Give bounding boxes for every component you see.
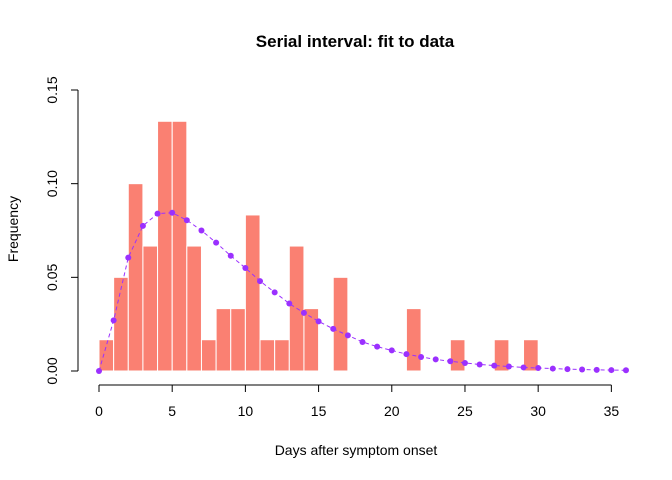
x-tick-label: 30 <box>530 403 546 419</box>
fitted-curve-point <box>315 318 322 325</box>
y-tick-label: 0.10 <box>44 170 60 197</box>
histogram-bar <box>127 183 144 372</box>
histogram-bar <box>113 276 129 372</box>
fitted-curve-point <box>549 365 556 372</box>
histogram-bar <box>230 308 246 372</box>
fitted-curve-point <box>359 338 366 345</box>
fitted-curve-point <box>579 366 586 373</box>
fitted-curve-point <box>198 227 205 234</box>
fitted-curve-point <box>535 365 542 372</box>
histogram-bar <box>523 339 539 372</box>
histogram-bar <box>405 308 422 372</box>
histogram-bar <box>303 308 320 372</box>
histogram-bar <box>171 120 188 372</box>
fitted-curve-point <box>447 358 454 365</box>
x-tick-label: 0 <box>95 403 103 419</box>
fitted-curve-point <box>491 362 498 369</box>
fitted-curve-point <box>388 347 395 354</box>
fitted-curve-point <box>374 343 381 350</box>
fitted-curve-point <box>96 368 102 374</box>
histogram-bar <box>259 339 276 372</box>
y-tick-label: 0.15 <box>44 76 60 103</box>
y-axis: 0.00 0.05 0.10 0.15 <box>44 76 79 385</box>
fitted-curve-point <box>608 367 615 374</box>
histogram-bar <box>157 120 173 372</box>
histogram-bar <box>186 245 202 372</box>
histogram-bar <box>332 276 349 372</box>
histogram-bar <box>274 339 290 372</box>
y-axis-label: Frequency <box>5 196 21 262</box>
fitted-curve <box>96 209 629 374</box>
histogram-bar <box>142 245 159 372</box>
fitted-curve-point <box>300 309 307 316</box>
fitted-curve-point <box>418 353 425 360</box>
histogram-bar <box>98 339 115 372</box>
fitted-curve-point <box>213 239 220 246</box>
x-tick-label: 5 <box>168 403 176 419</box>
fitted-curve-point <box>564 366 571 373</box>
histogram-bar <box>493 339 510 372</box>
fitted-curve-point <box>169 209 176 216</box>
fitted-curve-point <box>154 210 161 217</box>
fitted-curve-point <box>344 332 351 339</box>
fitted-curve-point <box>286 300 293 307</box>
x-axis: 0 5 10 15 20 25 30 35 <box>95 384 620 419</box>
fitted-curve-point <box>139 222 146 229</box>
fitted-curve-point <box>403 351 410 358</box>
fitted-curve-point <box>461 359 468 366</box>
fitted-curve-point <box>593 366 600 373</box>
fitted-curve-point <box>183 217 190 224</box>
chart-title: Serial interval: fit to data <box>256 32 455 51</box>
fitted-curve-point <box>271 289 278 296</box>
histogram-bar <box>449 339 466 372</box>
fitted-curve-point <box>432 356 439 363</box>
histogram-bars <box>98 120 539 372</box>
y-tick-label: 0.05 <box>44 263 60 290</box>
y-tick-label: 0.00 <box>44 357 60 384</box>
x-tick-label: 10 <box>238 403 254 419</box>
fitted-curve-point <box>242 264 249 271</box>
fitted-curve-point <box>110 317 117 324</box>
histogram-bar <box>200 339 217 372</box>
x-axis-label: Days after symptom onset <box>275 442 438 458</box>
x-tick-label: 20 <box>384 403 400 419</box>
fitted-curve-point <box>520 364 527 371</box>
x-tick-label: 35 <box>604 403 620 419</box>
histogram-bar <box>244 214 261 372</box>
fitted-curve-point <box>505 363 512 370</box>
fitted-curve-point <box>330 325 337 332</box>
fitted-curve-point <box>623 367 629 374</box>
fitted-curve-point <box>257 278 264 285</box>
x-tick-label: 25 <box>457 403 473 419</box>
x-tick-label: 15 <box>311 403 327 419</box>
histogram-bar <box>215 308 232 372</box>
fitted-curve-point <box>476 361 483 368</box>
fitted-curve-point <box>227 252 234 259</box>
fitted-curve-point <box>125 254 132 261</box>
